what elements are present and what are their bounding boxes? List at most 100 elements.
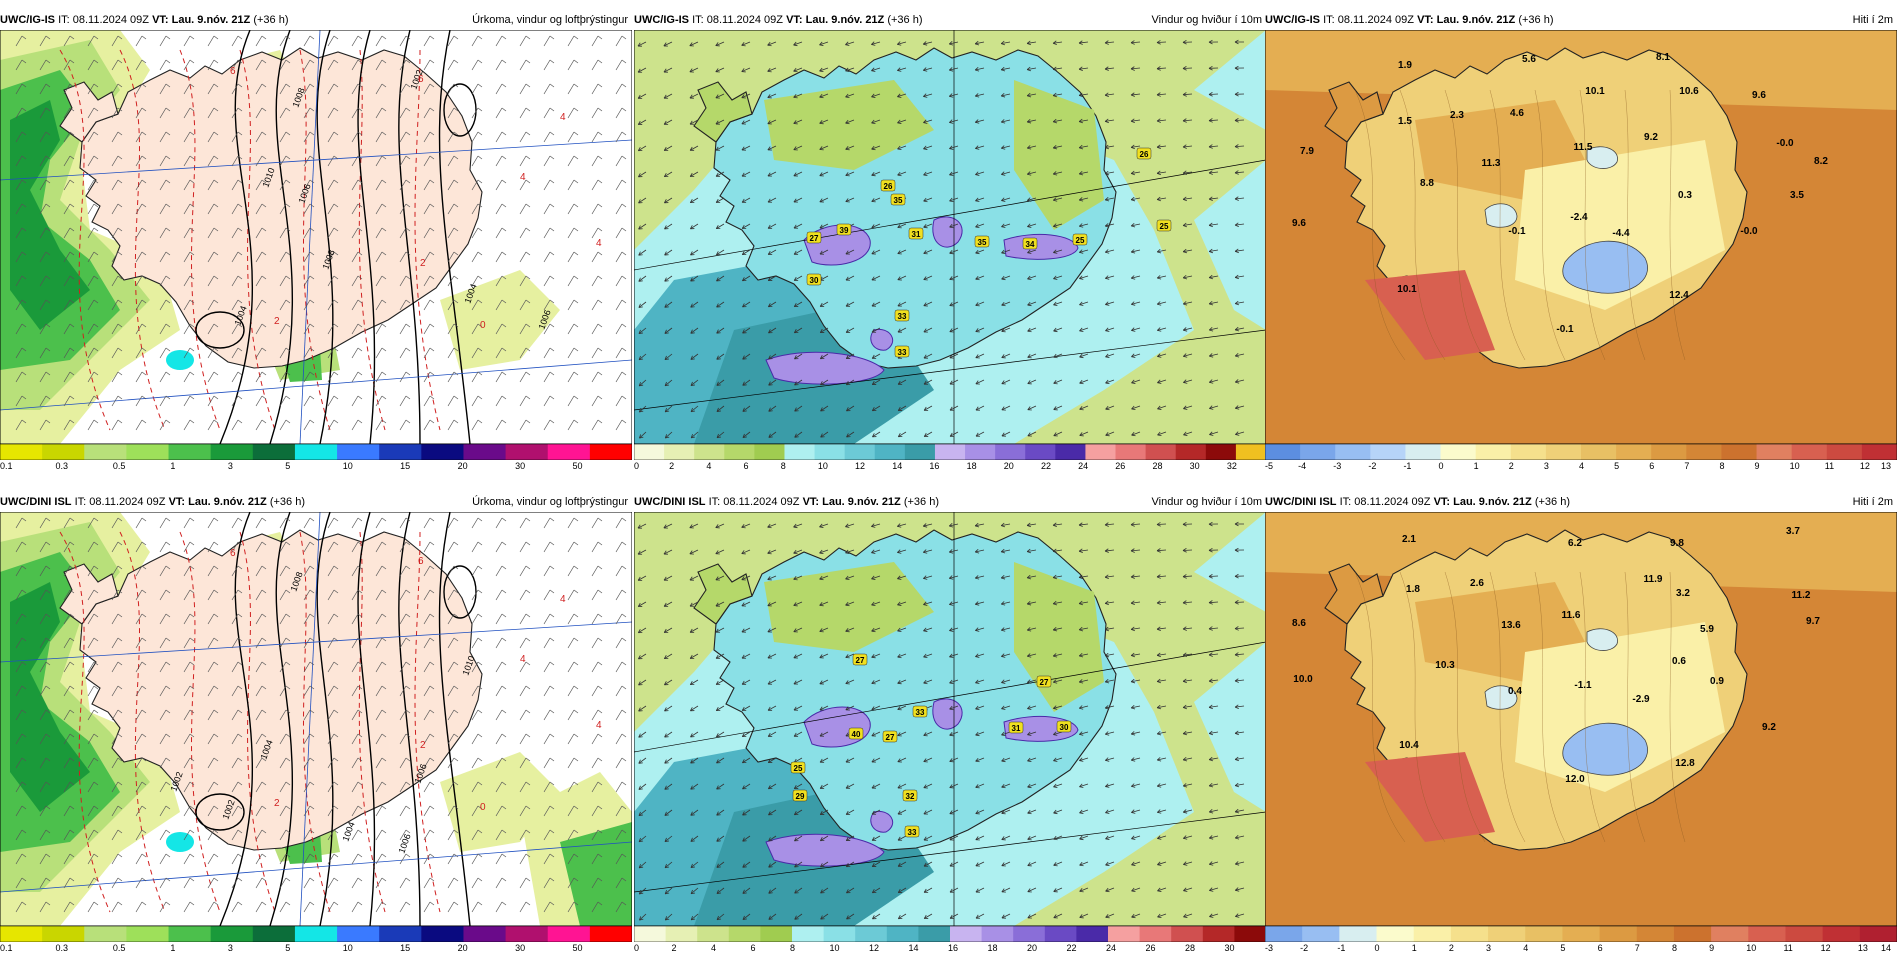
temp-value: 8.1 — [1656, 52, 1670, 63]
temp-value: -2.9 — [1632, 694, 1650, 705]
temp-value: 8.6 — [1292, 618, 1306, 629]
colorbar — [1265, 444, 1897, 460]
colorbar — [0, 926, 632, 942]
temp-value: 5.9 — [1700, 624, 1714, 635]
colorbar-tick: 2 — [669, 461, 674, 471]
colorbar-tick: 18 — [967, 461, 977, 471]
colorbar-tick: 7 — [1684, 461, 1689, 471]
colorbar — [634, 444, 1266, 460]
gust-marker: 33 — [913, 706, 927, 717]
colorbar-swatch — [1757, 444, 1793, 460]
temp-value: 2.3 — [1450, 110, 1464, 121]
colorbar-tick: 28 — [1185, 943, 1195, 953]
temp-value: 11.9 — [1644, 574, 1663, 585]
colorbar-swatch — [1546, 444, 1582, 460]
colorbar-swatch — [1785, 926, 1823, 942]
colorbar-swatch — [1045, 926, 1077, 942]
gust-marker: 34 — [1023, 238, 1037, 249]
colorbar-swatch — [815, 444, 846, 460]
valid-time: Lau. 9.nóv. 21Z — [188, 496, 267, 508]
colorbar-swatch — [1637, 926, 1675, 942]
init-label: IT: — [1340, 496, 1352, 508]
colorbar-swatch — [1025, 444, 1056, 460]
colorbar-swatch — [169, 444, 212, 460]
gust-value: 33 — [908, 828, 917, 837]
temp-value: 2.6 — [1470, 578, 1484, 589]
colorbar-swatch — [1405, 444, 1441, 460]
colorbar-swatch — [1511, 444, 1547, 460]
colorbar-tick: 0.3 — [55, 461, 68, 471]
init-time: 08.11.2024 09Z — [89, 496, 165, 508]
colorbar-tick: 10 — [343, 943, 353, 953]
gust-value: 25 — [794, 764, 803, 773]
colorbar-tick: 20 — [458, 461, 468, 471]
colorbar-swatch — [1600, 926, 1638, 942]
temp-contour-label: 4 — [560, 594, 566, 605]
gust-marker: 33 — [905, 826, 919, 837]
colorbar-tick: 0.5 — [113, 943, 126, 953]
colorbar-tick: 11 — [1825, 461, 1834, 471]
gust-marker: 27 — [1037, 676, 1051, 687]
gust-marker: 33 — [895, 310, 909, 321]
colorbar-tick: 24 — [1078, 461, 1088, 471]
temp-value: 12.0 — [1565, 774, 1585, 785]
colorbar-tick: -3 — [1333, 461, 1341, 471]
colorbar-tick: 0 — [1439, 461, 1444, 471]
temp-value: 0.9 — [1710, 676, 1724, 687]
temp-value: 1.9 — [1398, 60, 1412, 71]
colorbar-swatch — [1176, 444, 1207, 460]
colorbar-tick: 10 — [1790, 461, 1800, 471]
colorbar-swatch — [84, 444, 127, 460]
temp-value: 3.2 — [1676, 588, 1690, 599]
colorbar-tick: 26 — [1146, 943, 1156, 953]
colorbar-tick: 0 — [1375, 943, 1380, 953]
gust-value: 31 — [912, 230, 921, 239]
init-label: IT: — [58, 14, 70, 26]
gust-value: 27 — [856, 656, 865, 665]
init-label: IT: — [692, 14, 704, 26]
colorbar-swatch — [1525, 926, 1563, 942]
temp-value: 12.8 — [1675, 758, 1695, 769]
temp-contour-label: 4 — [560, 112, 566, 123]
colorbar-swatch — [295, 444, 338, 460]
colorbar-tick: 22 — [1067, 943, 1077, 953]
colorbar-tick: 2 — [672, 943, 677, 953]
gust-marker: 25 — [791, 762, 805, 773]
temp-contour-label: 6 — [418, 556, 424, 567]
colorbar-swatch — [1711, 926, 1749, 942]
panel-dini-temp: UWC/DINI ISL IT: 08.11.2024 09Z VT: Lau.… — [1265, 493, 1897, 965]
colorbar-swatch — [855, 926, 887, 942]
gust-value: 26 — [1140, 150, 1149, 159]
colorbar-tick: 7 — [1635, 943, 1640, 953]
colorbar-swatch — [694, 444, 725, 460]
colorbar-container — [634, 444, 1266, 460]
colorbar-swatch — [379, 926, 422, 942]
init-label: IT: — [75, 496, 87, 508]
colorbar-swatch — [1441, 444, 1477, 460]
colorbar-swatch — [1792, 444, 1828, 460]
temp-contour-label: 4 — [596, 238, 602, 249]
colorbar-tick: 22 — [1041, 461, 1051, 471]
gust-value: 33 — [916, 708, 925, 717]
temp-value: 1.5 — [1398, 116, 1412, 127]
colorbar-swatch — [1076, 926, 1108, 942]
colorbar-tick: 30 — [1225, 943, 1235, 953]
panel-header: UWC/IG-IS IT: 08.11.2024 09Z VT: Lau. 9.… — [0, 11, 632, 29]
colorbar-swatch — [463, 926, 506, 942]
colorbar-tick: 4 — [711, 943, 716, 953]
gust-marker: 27 — [807, 232, 821, 243]
panel-dini-wind: UWC/DINI ISL IT: 08.11.2024 09Z VT: Lau.… — [634, 493, 1266, 965]
gust-marker: 33 — [895, 346, 909, 357]
colorbar-swatch — [506, 926, 549, 942]
colorbar-tick: 8 — [1719, 461, 1724, 471]
lead-time: (+36 h) — [887, 14, 922, 26]
temp-contour-label: 4 — [520, 172, 526, 183]
colorbar-tick: -5 — [1265, 461, 1273, 471]
